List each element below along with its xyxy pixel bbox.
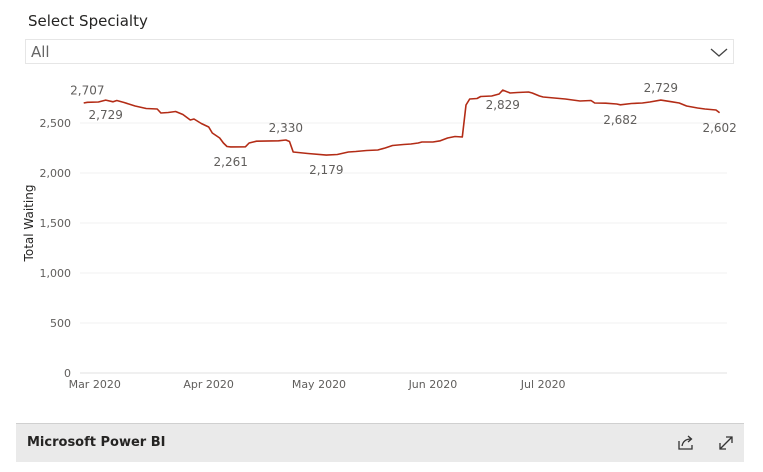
x-tick-label: May 2020: [292, 378, 346, 391]
data-label: 2,707: [70, 83, 104, 97]
footer-bar: Microsoft Power BI: [16, 423, 744, 462]
x-tick-label: Apr 2020: [183, 378, 234, 391]
data-label: 2,729: [89, 108, 123, 122]
y-tick-label: 1,000: [40, 267, 72, 280]
data-label: 2,829: [486, 98, 520, 112]
expand-icon[interactable]: [716, 433, 736, 453]
y-tick-label: 1,500: [40, 217, 72, 230]
footer-brand: Microsoft Power BI: [27, 435, 166, 450]
y-tick-label: 0: [64, 367, 71, 380]
y-axis-title: Total Waiting: [22, 185, 36, 263]
line-chart: 0 500 1,000 1,500 2,000 2,500 Mar 2020 Apr 2020…: [22, 81, 737, 391]
specialty-dropdown[interactable]: All: [25, 39, 734, 64]
data-label: 2,261: [214, 155, 248, 169]
x-tick-label: Jul 2020: [520, 378, 566, 391]
data-label: 2,729: [644, 81, 678, 95]
y-tick-label: 2,000: [40, 167, 72, 180]
dropdown-selected-value: All: [31, 43, 50, 61]
data-label: 2,682: [603, 113, 637, 127]
data-label: 2,179: [309, 163, 343, 177]
y-tick-label: 2,500: [40, 117, 72, 130]
series-line: [83, 89, 721, 156]
chevron-down-icon[interactable]: [709, 43, 729, 61]
x-tick-label: Mar 2020: [69, 378, 121, 391]
x-tick-label: Jun 2020: [408, 378, 458, 391]
slicer-title: Select Specialty: [28, 12, 148, 30]
share-icon[interactable]: [676, 433, 696, 453]
y-tick-label: 500: [50, 317, 71, 330]
data-label: 2,330: [269, 121, 303, 135]
data-label: 2,602: [702, 121, 736, 135]
